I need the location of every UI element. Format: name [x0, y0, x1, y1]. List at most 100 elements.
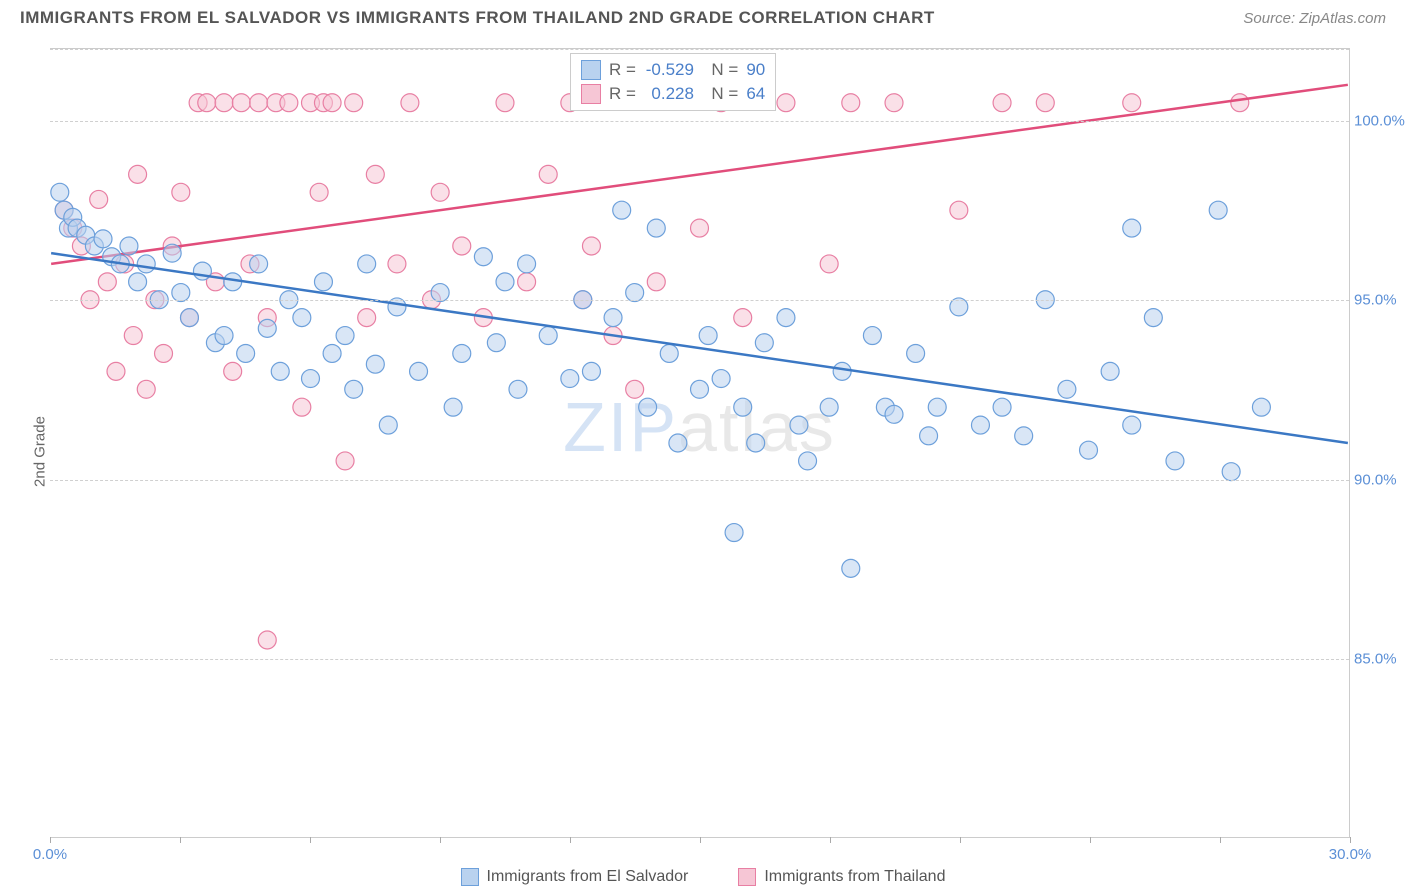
- x-tick: [310, 837, 311, 843]
- point-thailand: [224, 362, 242, 380]
- point-thailand: [734, 309, 752, 327]
- point-el-salvador: [1101, 362, 1119, 380]
- x-tick: [1350, 837, 1351, 843]
- point-el-salvador: [863, 327, 881, 345]
- stats-box: R = -0.529 N = 90 R = 0.228 N = 64: [570, 53, 776, 111]
- point-el-salvador: [755, 334, 773, 352]
- point-el-salvador: [496, 273, 514, 291]
- point-thailand: [582, 237, 600, 255]
- point-el-salvador: [582, 362, 600, 380]
- point-el-salvador: [379, 416, 397, 434]
- point-el-salvador: [647, 219, 665, 237]
- point-el-salvador: [820, 398, 838, 416]
- x-tick-label: 30.0%: [1329, 846, 1372, 863]
- point-el-salvador: [747, 434, 765, 452]
- point-el-salvador: [1166, 452, 1184, 470]
- point-el-salvador: [1015, 427, 1033, 445]
- point-el-salvador: [215, 327, 233, 345]
- gridline: [50, 659, 1349, 660]
- x-tick-label: 0.0%: [33, 846, 67, 863]
- point-el-salvador: [237, 344, 255, 362]
- point-el-salvador: [799, 452, 817, 470]
- point-el-salvador: [842, 559, 860, 577]
- stat-r-value-1: -0.529: [644, 60, 694, 80]
- point-thailand: [323, 94, 341, 112]
- point-el-salvador: [613, 201, 631, 219]
- point-el-salvador: [993, 398, 1011, 416]
- point-el-salvador: [1144, 309, 1162, 327]
- point-thailand: [232, 94, 250, 112]
- stat-n-label-2: N =: [702, 84, 738, 104]
- stat-r-label: R =: [609, 60, 636, 80]
- point-thailand: [777, 94, 795, 112]
- stat-n-label: N =: [702, 60, 738, 80]
- point-el-salvador: [172, 284, 190, 302]
- point-el-salvador: [928, 398, 946, 416]
- point-el-salvador: [1222, 463, 1240, 481]
- point-el-salvador: [669, 434, 687, 452]
- point-el-salvador: [258, 319, 276, 337]
- point-el-salvador: [345, 380, 363, 398]
- point-el-salvador: [833, 362, 851, 380]
- point-thailand: [1036, 94, 1054, 112]
- legend-label-thailand: Immigrants from Thailand: [764, 868, 945, 886]
- point-thailand: [647, 273, 665, 291]
- point-thailand: [137, 380, 155, 398]
- x-tick: [570, 837, 571, 843]
- legend-swatch-el-salvador: [461, 868, 479, 886]
- point-el-salvador: [509, 380, 527, 398]
- point-el-salvador: [366, 355, 384, 373]
- point-el-salvador: [660, 344, 678, 362]
- point-el-salvador: [293, 309, 311, 327]
- point-thailand: [431, 183, 449, 201]
- source-label: Source: ZipAtlas.com: [1243, 10, 1386, 27]
- point-el-salvador: [691, 380, 709, 398]
- point-thailand: [496, 94, 514, 112]
- y-tick-label: 85.0%: [1354, 651, 1406, 668]
- stats-row-el-salvador: R = -0.529 N = 90: [581, 58, 765, 82]
- point-thailand: [626, 380, 644, 398]
- point-el-salvador: [444, 398, 462, 416]
- point-thailand: [820, 255, 838, 273]
- point-thailand: [98, 273, 116, 291]
- point-el-salvador: [1080, 441, 1098, 459]
- point-el-salvador: [120, 237, 138, 255]
- point-el-salvador: [699, 327, 717, 345]
- legend-item-el-salvador: Immigrants from El Salvador: [461, 868, 689, 886]
- stat-n-value-2: 64: [746, 84, 765, 104]
- point-el-salvador: [725, 524, 743, 542]
- point-el-salvador: [271, 362, 289, 380]
- gridline: [50, 49, 1349, 50]
- point-thailand: [258, 631, 276, 649]
- point-el-salvador: [163, 244, 181, 262]
- point-el-salvador: [323, 344, 341, 362]
- point-thailand: [993, 94, 1011, 112]
- point-el-salvador: [639, 398, 657, 416]
- point-el-salvador: [907, 344, 925, 362]
- gridline: [50, 300, 1349, 301]
- point-el-salvador: [453, 344, 471, 362]
- point-thailand: [345, 94, 363, 112]
- point-el-salvador: [474, 248, 492, 266]
- swatch-el-salvador: [581, 60, 601, 80]
- point-el-salvador: [1058, 380, 1076, 398]
- chart-title: IMMIGRANTS FROM EL SALVADOR VS IMMIGRANT…: [20, 8, 935, 28]
- chart-header: IMMIGRANTS FROM EL SALVADOR VS IMMIGRANT…: [0, 0, 1406, 28]
- point-thailand: [198, 94, 216, 112]
- stat-r-label-2: R =: [609, 84, 636, 104]
- point-el-salvador: [1252, 398, 1270, 416]
- x-tick: [700, 837, 701, 843]
- point-el-salvador: [1123, 416, 1141, 434]
- point-el-salvador: [1123, 219, 1141, 237]
- point-el-salvador: [250, 255, 268, 273]
- stats-row-thailand: R = 0.228 N = 64: [581, 82, 765, 106]
- point-thailand: [358, 309, 376, 327]
- point-thailand: [107, 362, 125, 380]
- point-thailand: [90, 190, 108, 208]
- point-thailand: [280, 94, 298, 112]
- point-thailand: [1231, 94, 1249, 112]
- point-el-salvador: [920, 427, 938, 445]
- point-thailand: [215, 94, 233, 112]
- point-thailand: [453, 237, 471, 255]
- legend-bottom: Immigrants from El Salvador Immigrants f…: [0, 868, 1406, 886]
